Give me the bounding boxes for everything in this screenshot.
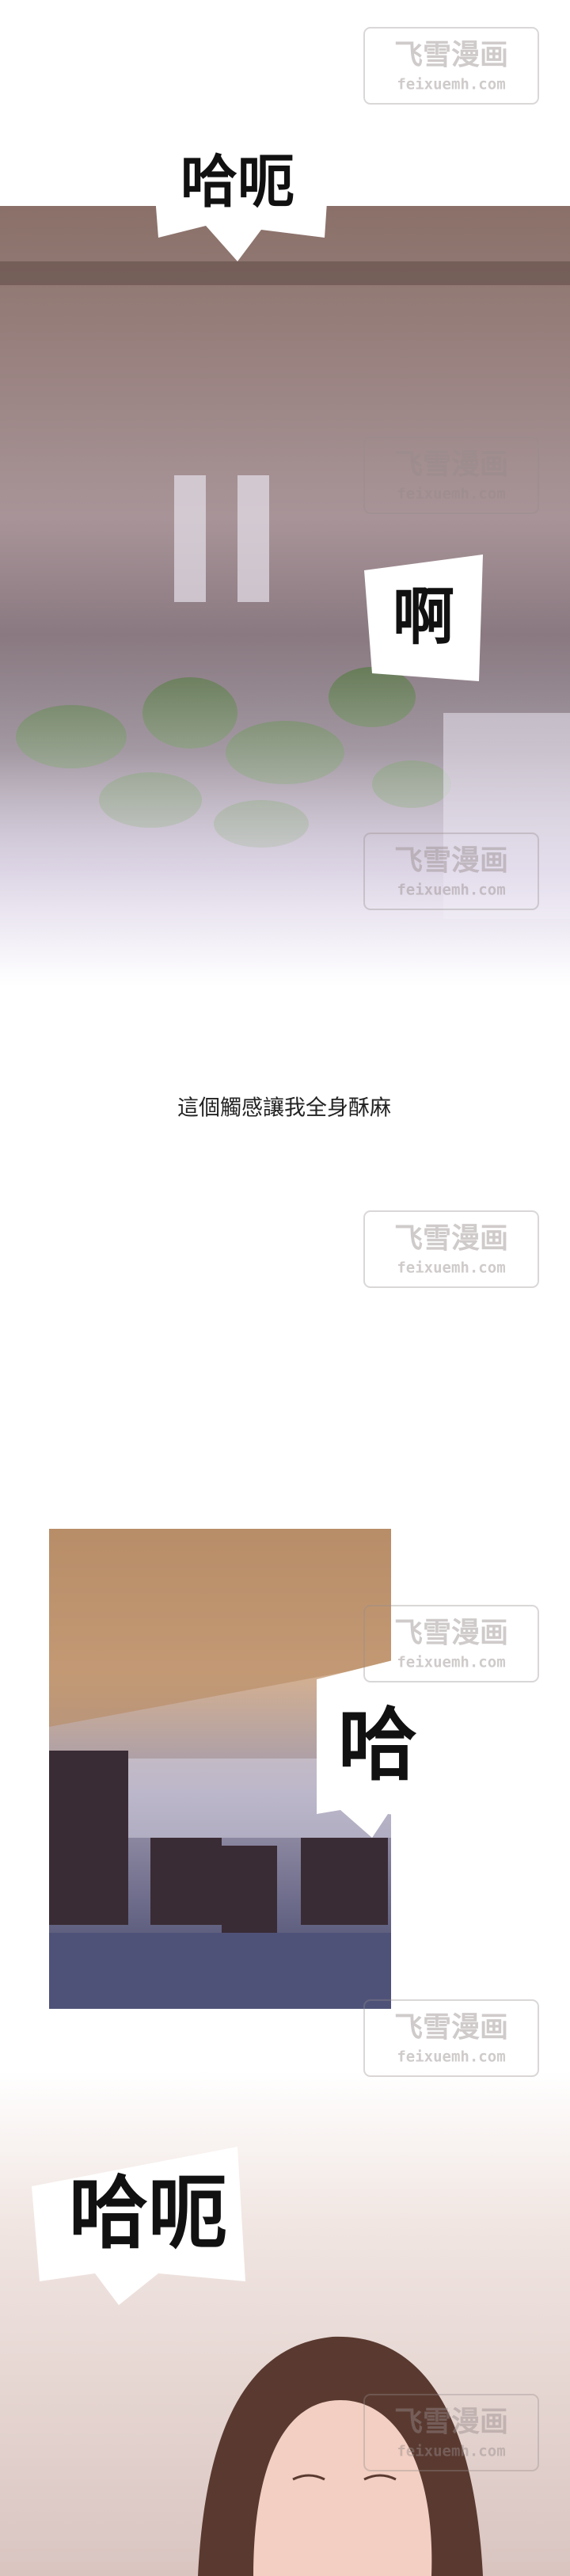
watermark-url: feixuemh.com <box>397 2048 505 2066</box>
watermark-frame <box>363 436 539 514</box>
panel-cafe <box>0 206 570 986</box>
sound-effect: 啊 <box>393 581 454 653</box>
panel-room <box>49 1529 391 2009</box>
watermark-url: feixuemh.com <box>397 76 505 93</box>
watermark-title: 飞雪漫画 <box>394 1617 508 1649</box>
watermark-title: 飞雪漫画 <box>394 1222 508 1255</box>
watermark-title: 飞雪漫画 <box>394 2011 508 2044</box>
watermark-url: feixuemh.com <box>397 486 505 503</box>
watermark-frame <box>363 1605 539 1682</box>
watermark-frame <box>363 833 539 910</box>
speech-bubble <box>364 554 483 681</box>
sound-effect: 哈呃 <box>180 149 294 215</box>
speech-bubble <box>150 119 332 261</box>
sound-effect: 哈呃 <box>69 2166 227 2259</box>
speech-bubble <box>317 1648 455 1838</box>
watermark-title: 飞雪漫画 <box>394 844 508 877</box>
watermarks: 飞雪漫画 feixuemh.com 飞雪漫画 feixuemh.com 飞雪漫画 feix… <box>363 27 539 2471</box>
watermark-url: feixuemh.com <box>397 882 505 899</box>
watermark-frame <box>363 1999 539 2077</box>
watermark-title: 飞雪漫画 <box>394 39 508 71</box>
watermark-frame <box>363 27 539 105</box>
caption: 這個觸感讓我全身酥麻 <box>177 1096 391 1121</box>
panel-face <box>0 2071 570 2576</box>
watermark-url: feixuemh.com <box>397 2443 505 2460</box>
watermark-frame <box>363 1210 539 1288</box>
sound-effect: 哈 <box>338 1698 417 1791</box>
watermark-title: 飞雪漫画 <box>394 448 508 481</box>
watermark-frame <box>363 2394 539 2471</box>
watermark-url: feixuemh.com <box>397 1654 505 1671</box>
watermark-title: 飞雪漫画 <box>394 2406 508 2438</box>
watermark-url: feixuemh.com <box>397 1259 505 1277</box>
speech-bubble <box>32 2147 245 2305</box>
